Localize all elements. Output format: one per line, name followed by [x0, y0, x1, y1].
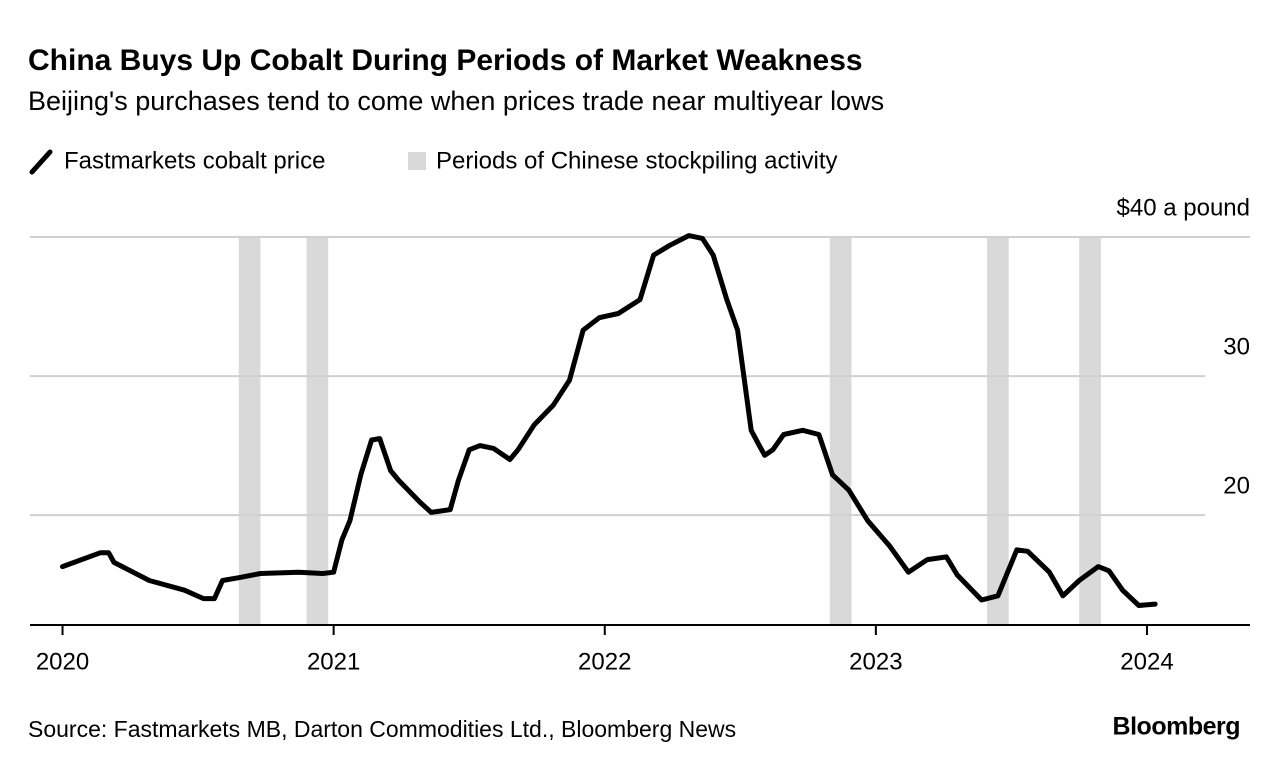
legend-label: Periods of Chinese stockpiling activity — [436, 147, 838, 174]
legend-line-icon — [29, 149, 53, 175]
x-tick-label: 2023 — [849, 648, 902, 675]
legend-band-icon — [408, 152, 426, 170]
stockpiling-band — [987, 237, 1009, 625]
x-tick-label: 2022 — [578, 648, 631, 675]
y-tick-label: 30 — [1223, 333, 1250, 360]
price-line — [60, 233, 1158, 608]
credit: Bloomberg — [1113, 713, 1240, 741]
y-tick-label: 20 — [1223, 472, 1250, 499]
chart-title: China Buys Up Cobalt During Periods of M… — [28, 44, 863, 77]
stockpiling-band — [306, 237, 329, 625]
legend-label: Fastmarkets cobalt price — [64, 147, 325, 174]
source-note: Source: Fastmarkets MB, Darton Commoditi… — [28, 716, 736, 742]
x-tick-label: 2021 — [307, 648, 360, 675]
y-tick-label: $40 a pound — [1117, 194, 1250, 221]
x-tick-label: 2020 — [36, 648, 89, 675]
stockpiling-band — [829, 237, 852, 625]
chart-subtitle: Beijing's purchases tend to come when pr… — [28, 86, 884, 116]
stockpiling-band — [1079, 237, 1101, 625]
stockpiling-band — [238, 237, 261, 625]
x-tick-label: 2024 — [1120, 648, 1173, 675]
